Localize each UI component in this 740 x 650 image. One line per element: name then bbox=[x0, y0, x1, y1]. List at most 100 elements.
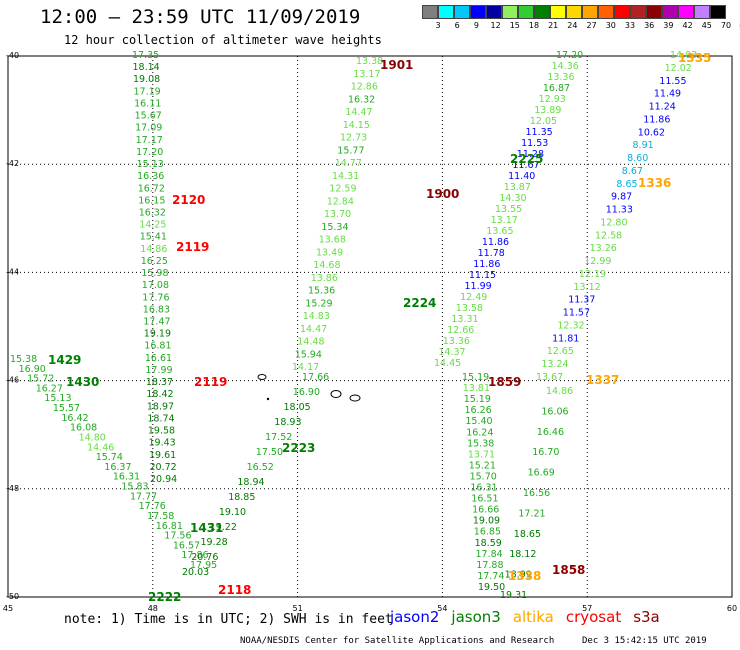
swh-value: 16.42 bbox=[61, 413, 88, 424]
satellite-legend: jason2 jason3 altika cryosat s3a bbox=[390, 608, 672, 626]
swh-value: 15.94 bbox=[295, 349, 322, 360]
legend-swatch bbox=[550, 5, 566, 19]
swh-value: 14.46 bbox=[87, 442, 114, 453]
swh-value: 14.47 bbox=[300, 324, 327, 335]
legend-tick-label: 21 bbox=[548, 21, 559, 30]
swh-value: 14.77 bbox=[335, 158, 362, 169]
page-subtitle: 12 hour collection of altimeter wave hei… bbox=[64, 33, 382, 47]
swh-value: 15.74 bbox=[96, 452, 123, 463]
swh-value: 16.57 bbox=[173, 540, 200, 551]
pass-label: 1429 bbox=[48, 353, 81, 367]
swh-value: 11.86 bbox=[482, 237, 509, 248]
swh-value: 12.49 bbox=[460, 292, 487, 303]
legend-swatch bbox=[438, 5, 454, 19]
legend-tick-label: 24 bbox=[567, 21, 578, 30]
pass-label: 1337 bbox=[586, 373, 619, 387]
swh-value: 16.46 bbox=[537, 427, 564, 438]
swh-value: 11.37 bbox=[568, 295, 595, 306]
swh-value: 15.19 bbox=[462, 372, 489, 383]
swh-value: 19.19 bbox=[144, 329, 171, 340]
swh-value: 17.88 bbox=[476, 560, 503, 571]
swh-value: 19.31 bbox=[500, 590, 527, 601]
swh-value: 18.42 bbox=[146, 389, 173, 400]
swh-value: 13.67 bbox=[536, 372, 563, 383]
pass-label: 1900 bbox=[426, 187, 459, 201]
swh-value: 16.11 bbox=[134, 99, 161, 110]
swh-value: 16.87 bbox=[543, 83, 570, 94]
legend-swatch bbox=[662, 5, 678, 19]
swh-value: 16.31 bbox=[113, 472, 140, 483]
swh-value: 17.66 bbox=[302, 372, 329, 383]
legend-tick-label: 9 bbox=[473, 21, 479, 30]
swh-value: 17.09 bbox=[135, 123, 162, 134]
swh-value: 17.95 bbox=[190, 560, 217, 571]
pass-label: 2118 bbox=[218, 583, 251, 597]
swh-value: 16.81 bbox=[144, 341, 171, 352]
swh-value: 16.90 bbox=[293, 387, 320, 398]
track-pass-2223-2222: 17.66 16.90 18.05 18.93 17.52 17.50 16.52 18.94… bbox=[182, 372, 329, 578]
pass-label: 2120 bbox=[172, 193, 205, 207]
swh-value: 16.51 bbox=[471, 494, 498, 505]
swh-value: 12.58 bbox=[595, 230, 622, 241]
swh-value: 11.57 bbox=[563, 308, 590, 319]
pass-label: 2119 bbox=[194, 375, 227, 389]
swh-value: 18.93 bbox=[274, 417, 301, 428]
swh-value: 16.61 bbox=[145, 353, 172, 364]
legend-swatch bbox=[630, 5, 646, 19]
legend-swatch bbox=[534, 5, 550, 19]
swh-value: 12.19 bbox=[579, 269, 606, 280]
swh-value: 13.71 bbox=[468, 449, 495, 460]
swh-value: 17.47 bbox=[143, 317, 170, 328]
swh-value: 13.58 bbox=[456, 303, 483, 314]
swh-value: 13.81 bbox=[463, 383, 490, 394]
swh-value: 11.33 bbox=[606, 205, 633, 216]
swh-value: 15.72 bbox=[27, 374, 54, 385]
swh-value: 17.17 bbox=[136, 135, 163, 146]
credit-line: NOAA/NESDIS Center for Satellite Applica… bbox=[240, 636, 555, 646]
swh-value: 13.86 bbox=[311, 273, 338, 284]
swh-value: 14.31 bbox=[332, 171, 359, 182]
swh-value: 20.72 bbox=[150, 462, 177, 473]
legend-tick-label: 12 bbox=[490, 21, 501, 30]
swh-value: 17.56 bbox=[164, 531, 191, 542]
track-pass-2225-2224: 17.2014.3613.3616.8712.9313.8912.0511.35… bbox=[434, 50, 583, 369]
lat-tick-label: -48 bbox=[6, 484, 19, 493]
swh-value: 16.81 bbox=[156, 521, 183, 532]
swh-value: 15.19 bbox=[464, 394, 491, 405]
swh-value: 14.36 bbox=[552, 61, 579, 72]
swh-value: 11.35 bbox=[526, 127, 553, 138]
legend-tick-label: 6 bbox=[454, 21, 460, 30]
swh-value: 17.20 bbox=[556, 50, 583, 61]
swh-value: 18.59 bbox=[475, 538, 502, 549]
swh-value: 11.86 bbox=[643, 114, 670, 125]
legend-tick-label: 33 bbox=[624, 21, 636, 30]
legend-swatch bbox=[582, 5, 598, 19]
swh-value: 14.25 bbox=[139, 220, 166, 231]
swh-value: 16.32 bbox=[348, 94, 375, 105]
swh-value: 17.19 bbox=[134, 86, 161, 97]
legend-swatch bbox=[486, 5, 502, 19]
swh-value: 12.05 bbox=[530, 116, 557, 127]
legend-tick-label: 3 bbox=[435, 21, 441, 30]
swh-value: 14.37 bbox=[438, 347, 465, 358]
swh-value: 11.40 bbox=[508, 171, 535, 182]
swh-value: 17.35 bbox=[132, 50, 159, 61]
axis-labels: 45 48 51 54 57 60 -40 -42 -44 -46 -48 -50 bbox=[3, 51, 737, 613]
swh-value: 14.83 bbox=[303, 311, 330, 322]
swh-value: 18.85 bbox=[228, 492, 255, 503]
map-frame bbox=[7, 55, 733, 598]
swh-value: 20.03 bbox=[182, 567, 209, 578]
pass-label: 2223 bbox=[282, 441, 315, 455]
lon-tick-label: 51 bbox=[293, 604, 303, 613]
swh-value: 16.06 bbox=[541, 406, 568, 417]
swh-value: 12.86 bbox=[351, 82, 378, 93]
swh-value: 13.12 bbox=[574, 282, 601, 293]
swh-value: 13.89 bbox=[534, 105, 561, 116]
swh-value: 16.15 bbox=[138, 195, 165, 206]
pass-label: 2119 bbox=[176, 240, 209, 254]
swh-value: 18.12 bbox=[509, 549, 536, 560]
swh-value: 13.17 bbox=[491, 215, 518, 226]
swh-value: 17.20 bbox=[136, 147, 163, 158]
swh-value: 16.25 bbox=[141, 256, 168, 267]
